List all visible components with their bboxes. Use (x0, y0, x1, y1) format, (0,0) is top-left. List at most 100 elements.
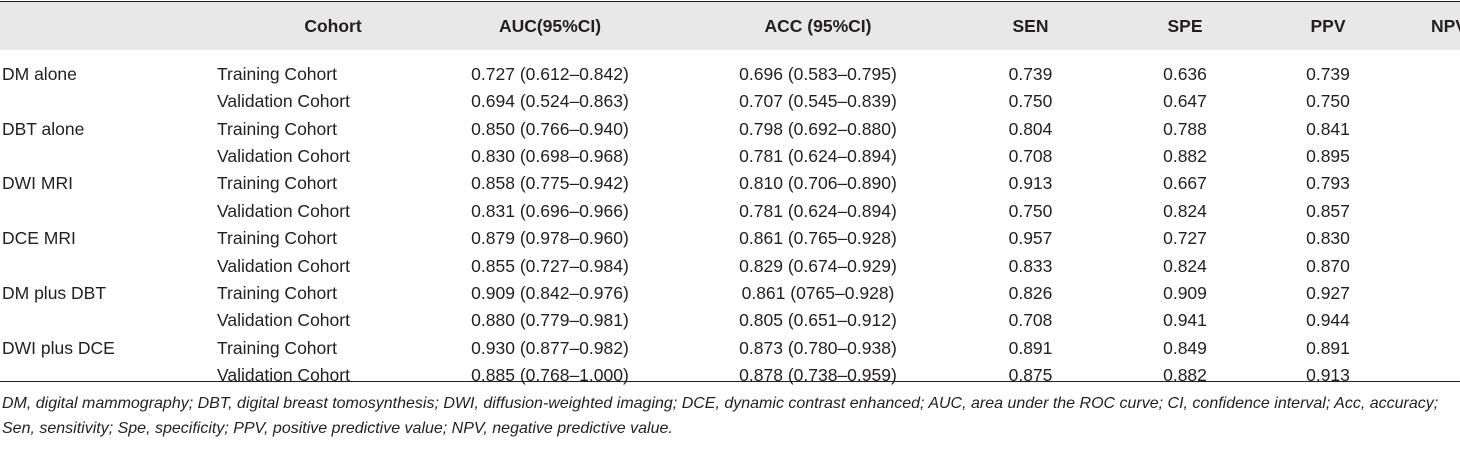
cell-sen: 0.804 (1008, 118, 1053, 139)
table-header-row: Cohort AUC(95%CI) ACC (95%CI) SEN SPE PP… (0, 2, 1460, 50)
cell-sen: 0.750 (1008, 200, 1053, 221)
table-body: DM alone Training Cohort 0.727 (0.612–0.84… (0, 50, 1460, 389)
table-row: DWI plus DCE Training Cohort 0.930 (0.877–… (0, 335, 1460, 362)
cell-auc: 0.727 (0.612–0.842) (471, 63, 629, 84)
cell-cohort: Validation Cohort (217, 255, 350, 276)
cell-model (0, 143, 207, 170)
cell-auc: 0.855 (0.727–0.984) (471, 255, 629, 276)
cell-acc: 0.805 (0.651–0.912) (739, 310, 897, 331)
cell-spe: 0.849 (1163, 337, 1207, 358)
cell-auc: 0.858 (0.775–0.942) (471, 173, 629, 194)
table-footnote: DM, digital mammography; DBT, digital br… (2, 395, 1439, 437)
cell-auc: 0.909 (0.842–0.976) (471, 282, 629, 303)
cell-cohort: Training Cohort (217, 63, 337, 84)
cell-spe: 0.824 (1163, 255, 1207, 276)
cell-model (0, 362, 207, 389)
cell-model (0, 88, 207, 115)
cell-ppv: 0.830 (1306, 228, 1350, 249)
cell-model: DBT alone (2, 118, 85, 139)
cell-ppv: 0.944 (1306, 310, 1350, 331)
table-row: Validation Cohort 0.830 (0.698–0.968) 0.78… (0, 143, 1460, 170)
cell-model: DWI plus DCE (2, 337, 115, 358)
cell-acc: 0.878 (0.738–0.959) (739, 365, 897, 386)
cell-npv: 0.923 (1394, 225, 1460, 252)
cell-spe: 0.941 (1163, 310, 1207, 331)
cell-cohort: Training Cohort (217, 337, 337, 358)
cell-sen: 0.891 (1008, 337, 1053, 358)
cell-model: DWI MRI (2, 173, 73, 194)
cell-acc: 0.861 (0.765–0.928) (739, 228, 897, 249)
cell-cohort: Training Cohort (217, 228, 337, 249)
cell-model (0, 198, 207, 225)
cell-ppv: 0.870 (1306, 255, 1350, 276)
table-row: Validation Cohort 0.855 (0.727–0.984) 0.82… (0, 252, 1460, 279)
cell-model: DCE MRI (2, 228, 76, 249)
cell-cohort: Validation Cohort (217, 145, 350, 166)
cell-npv: 0.647 (1394, 88, 1460, 115)
table-row: DWI MRI Training Cohort 0.858 (0.775–0.942… (0, 170, 1460, 197)
cell-acc: 0.696 (0.583–0.795) (739, 63, 897, 84)
cell-cohort: Training Cohort (217, 173, 337, 194)
table-row: Validation Cohort 0.694 (0.524–0.863) 0.70… (0, 88, 1460, 115)
cell-sen: 0.708 (1008, 145, 1053, 166)
cell-model: DM plus DBT (2, 282, 107, 303)
cell-auc: 0.879 (0.978–0.960) (471, 228, 629, 249)
cell-ppv: 0.913 (1306, 365, 1350, 386)
table-row: Validation Cohort 0.880 (0.779–0.981) 0.80… (0, 307, 1460, 334)
table-row: DBT alone Training Cohort 0.850 (0.766–0.9… (0, 115, 1460, 142)
cell-ppv: 0.895 (1306, 145, 1350, 166)
cell-spe: 0.636 (1163, 63, 1207, 84)
cell-auc: 0.830 (0.698–0.968) (471, 145, 629, 166)
cell-ppv: 0.927 (1306, 282, 1350, 303)
cell-npv: 0.636 (1394, 50, 1460, 88)
header-cell-acc: ACC (95%CI) (764, 15, 872, 36)
header-cell-model (0, 2, 207, 50)
table-row: DM plus DBT Training Cohort 0.909 (0.842–0… (0, 280, 1460, 307)
table-bottom-rule (0, 381, 1460, 382)
table-row: Validation Cohort 0.885 (0.768–1.000) 0.87… (0, 362, 1460, 389)
cell-sen: 0.826 (1008, 282, 1053, 303)
cell-acc: 0.798 (0.692–0.880) (739, 118, 897, 139)
cell-npv: 0.833 (1394, 362, 1460, 389)
cell-npv: 0.700 (1394, 198, 1460, 225)
cell-sen: 0.750 (1008, 91, 1053, 112)
cell-acc: 0.810 (0.706–0.890) (739, 173, 897, 194)
cell-cohort: Validation Cohort (217, 365, 350, 386)
table-top-rule (0, 1, 1460, 2)
cell-acc: 0.781 (0.624–0.894) (739, 200, 897, 221)
cell-auc: 0.885 (0.768–1.000) (471, 365, 629, 386)
cell-acc: 0.861 (0765–0.928) (741, 282, 895, 303)
cell-auc: 0.930 (0.877–0.982) (471, 337, 629, 358)
cell-npv: 0.743 (1394, 115, 1460, 142)
header-cell-ppv: PPV (1310, 15, 1346, 36)
cell-auc: 0.831 (0.696–0.966) (471, 200, 629, 221)
cell-cohort: Training Cohort (217, 118, 337, 139)
cell-spe: 0.788 (1163, 118, 1207, 139)
cell-npv: 0.778 (1394, 252, 1460, 279)
cell-npv: 0.682 (1394, 143, 1460, 170)
cell-acc: 0.829 (0.674–0.929) (739, 255, 897, 276)
cell-ppv: 0.841 (1306, 118, 1350, 139)
cell-cohort: Validation Cohort (217, 310, 350, 331)
cell-npv: 0.846 (1394, 170, 1460, 197)
cell-ppv: 0.793 (1306, 173, 1350, 194)
cell-npv: 0.700 (1394, 307, 1460, 334)
cell-auc: 0.694 (0.524–0.863) (471, 91, 629, 112)
cell-cohort: Training Cohort (217, 282, 337, 303)
cell-spe: 0.909 (1163, 282, 1207, 303)
header-cell-auc: AUC(95%CI) (498, 15, 602, 36)
cell-spe: 0.647 (1163, 91, 1207, 112)
cell-sen: 0.833 (1008, 255, 1053, 276)
header-cell-cohort: Cohort (304, 15, 362, 36)
header-cell-spe: SPE (1167, 15, 1203, 36)
cell-acc: 0.873 (0.780–0.938) (739, 337, 897, 358)
cell-model (0, 307, 207, 334)
cell-spe: 0.824 (1163, 200, 1207, 221)
cell-cohort: Validation Cohort (217, 91, 350, 112)
cell-npv: 0.790 (1394, 280, 1460, 307)
cell-cohort: Validation Cohort (217, 200, 350, 221)
table-row: Validation Cohort 0.831 (0.696–0.966) 0.78… (0, 198, 1460, 225)
cell-ppv: 0.750 (1306, 91, 1350, 112)
cell-sen: 0.875 (1008, 365, 1053, 386)
